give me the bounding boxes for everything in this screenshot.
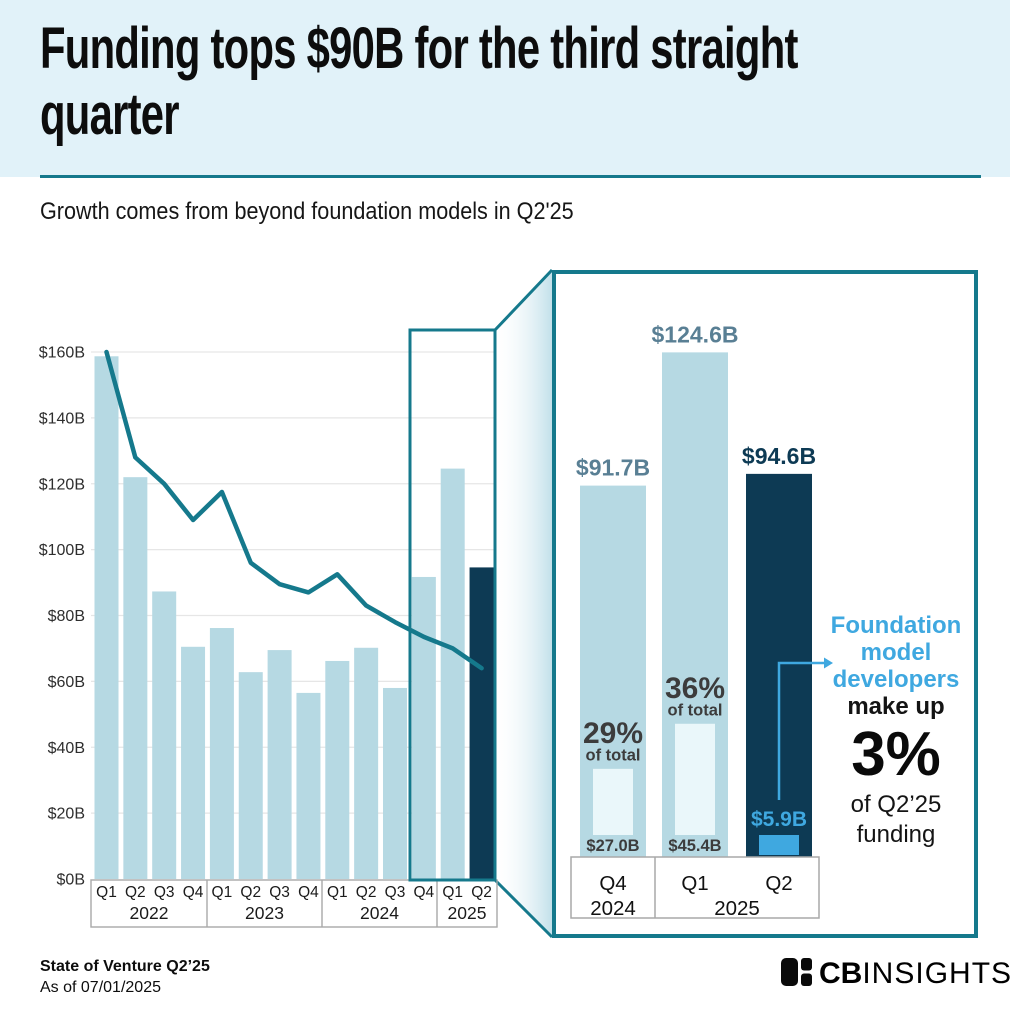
bar-2022-Q3 [152,591,177,879]
zoom-funnel-top-edge [493,268,554,332]
page-title-line-1: Funding tops $90B for the third straight [40,16,798,81]
bar-2023-Q2 [238,672,263,879]
ytick-label: $40B [48,740,85,757]
zoom-funnel [495,270,552,937]
bar-2024-Q4 [411,576,436,879]
foundation-amount-label: $5.9B [751,808,807,831]
zoom-xtick-quarter-label: Q2 [765,872,792,895]
foundation-amount-label: $27.0B [586,837,639,855]
foundation-inner-bar-Q1-2025 [675,723,715,835]
ytick-label: $80B [48,608,85,625]
bar-2025-Q1 [440,468,465,879]
annotation-tail-line: funding [856,821,936,848]
ytick-label: $120B [39,476,85,493]
bar-2023-Q1 [209,628,234,879]
header-divider [40,175,981,178]
bar-2022-Q1 [94,356,119,879]
ytick-label: $0B [57,872,85,889]
xtick-year-label: 2024 [360,903,399,923]
xtick-quarter-label: Q2 [356,884,377,901]
page-title: Funding tops $90B for the third straight… [40,16,798,148]
bar-2024-Q3 [383,687,407,879]
ytick-label: $140B [39,410,85,427]
zoom-xtick-year-label: 2025 [714,897,760,920]
bar-2025-Q2 [469,567,494,879]
zoom-xtick-quarter-label: Q1 [681,872,708,895]
foundation-inner-bar-Q4-2024 [593,768,633,835]
source-label: State of Venture Q2’25 [40,958,210,975]
ytick-label: $160B [39,345,85,362]
callout-arrow-head [824,657,833,669]
xtick-quarter-label: Q3 [385,884,406,901]
annotation-mid-line: make up [847,693,945,720]
foundation-inner-bar-Q2-2025 [759,835,799,855]
chart-subtitle: Growth comes from beyond foundation mode… [40,198,574,225]
header-band: Funding tops $90B for the third straight… [0,0,1010,177]
xtick-quarter-label: Q2 [125,884,146,901]
foundation-pct-sub-label: of total [668,701,723,719]
annotation-highlight-line: developers [832,666,960,693]
zoom-xtick-quarter-label: Q4 [599,872,626,895]
cbinsights-logo: CBINSIGHTS [781,954,1010,994]
as-of-date: As of 07/01/2025 [40,979,161,996]
xtick-quarter-label: Q3 [154,884,175,901]
highlight-box [408,328,497,882]
xtick-year-label: 2022 [130,903,169,923]
xtick-quarter-label: Q4 [298,884,319,901]
ytick-label: $20B [48,806,85,823]
zoom-xaxis-box [570,856,820,919]
xtick-year-label: 2023 [245,903,284,923]
bar-2022-Q4 [181,646,206,879]
cbinsights-logo-text: CBINSIGHTS [819,957,1010,990]
zoom-xtick-year-label: 2024 [590,897,636,920]
annotation-highlight-line: Foundation [830,612,962,639]
bar-2024-Q1 [325,660,350,879]
foundation-pct-label: 36% [665,672,725,705]
xtick-quarter-label: Q1 [212,884,233,901]
xtick-quarter-label: Q4 [414,884,435,901]
annotation-big-percent: 3% [851,720,941,789]
xaxis-box [90,879,498,928]
foundation-pct-label: 29% [583,717,643,750]
bar-2022-Q2 [123,477,148,879]
annotation-highlight-line: model [860,639,932,666]
zoom-bar-total-label: $124.6B [652,321,739,347]
bar-2023-Q3 [267,650,292,879]
bar-2024-Q2 [354,647,379,879]
annotation-tail-line: of Q2’25 [850,791,942,818]
xtick-quarter-label: Q4 [183,884,204,901]
callout-arrow-line [777,661,824,800]
zoom-bar-total-label: $91.7B [576,455,650,481]
foundation-model-annotation: Foundation model developers make up 3% o… [820,612,972,850]
xtick-quarter-label: Q1 [327,884,348,901]
foundation-amount-label: $45.4B [668,837,721,855]
xtick-quarter-label: Q1 [96,884,117,901]
zoom-bar-total-label: $94.6B [742,443,816,469]
xtick-quarter-label: Q1 [442,884,463,901]
cbinsights-logo-icon [781,957,812,991]
xtick-quarter-label: Q3 [269,884,290,901]
quarterly-funding-chart: $0B $20B $40B $60B $80B $100B $120B $140B $160B Q… [39,268,554,939]
foundation-pct-sub-label: of total [586,746,641,764]
xtick-quarter-label: Q2 [240,884,261,901]
xtick-year-label: 2025 [448,903,487,923]
trend-line [104,349,484,671]
xtick-quarter-label: Q2 [471,884,492,901]
page-title-line-2: quarter [40,82,180,147]
ytick-label: $100B [39,542,85,559]
ytick-label: $60B [48,674,85,691]
zoom-funnel-bottom-edge [493,878,554,939]
bar-2023-Q4 [296,692,321,879]
